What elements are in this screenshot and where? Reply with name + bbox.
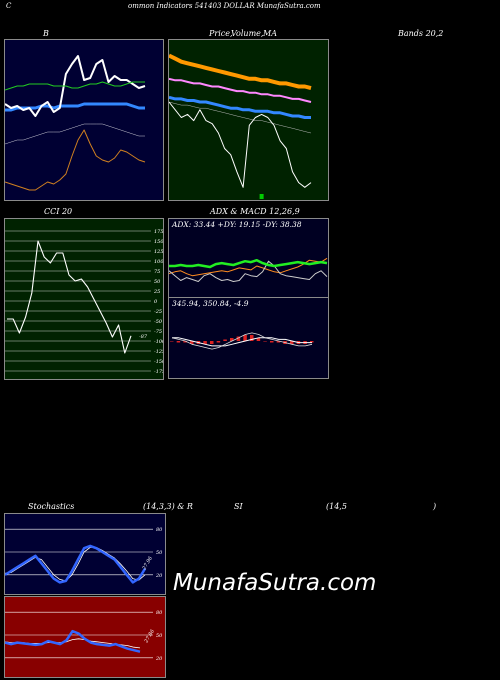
title-price: Price, (209, 29, 233, 38)
title-stoch-params: (14,3,3) & R (143, 502, 193, 511)
cci-tick-label: 25 (153, 289, 160, 295)
macd-chart (169, 298, 328, 378)
ma-line-blue (169, 95, 311, 119)
minus-di-line (169, 257, 328, 277)
rsi-tick-label: 20 (155, 656, 163, 662)
title-ma: MA (263, 29, 277, 38)
cci-tick-label: -150 (154, 359, 163, 365)
bands-chart (5, 40, 163, 200)
cci-tick-label: 175 (154, 229, 163, 235)
panel-background (169, 219, 328, 297)
adx-line (169, 258, 328, 269)
macd-histogram-bar (236, 336, 241, 341)
stoch-tick-label: 50 (156, 550, 163, 556)
stoch-tick-label: 80 (156, 527, 163, 533)
ma-line-pink (169, 77, 312, 103)
macd-histogram-bar (276, 341, 281, 343)
band-mid-line (5, 123, 145, 145)
panel-background (169, 298, 328, 378)
macd-histogram-bar (230, 338, 234, 341)
cci-tick-label: 75 (154, 269, 160, 275)
macd-readout: 345.94, 350.84, -4.9 (172, 299, 249, 308)
title-bands: Bands 20,2 (398, 29, 444, 38)
macd-histogram-bar (290, 341, 294, 344)
price-line (169, 101, 312, 188)
macd-histogram-bar (223, 339, 227, 341)
volume-bar (259, 194, 264, 199)
cci-tick-label: 100 (154, 259, 163, 265)
bands-panel (4, 39, 164, 201)
cci-chart: 175 150 125 100 75 50 25 0 -25 -50 -75 -100 -125 -150… (5, 219, 163, 379)
cci-tick-label: -125 (154, 349, 163, 355)
bands-price-line (5, 55, 146, 117)
cci-line (7, 240, 132, 354)
cci-tick-label: -50 (154, 319, 163, 325)
adx-chart (169, 219, 328, 297)
title-rsi-params: (14,5 (326, 502, 347, 511)
lower-band-line (5, 129, 146, 191)
header-title: ommon Indicators 541403 DOLLAR MunafaSut… (128, 2, 321, 10)
rsi-tick-label: 50 (156, 633, 163, 639)
adx-panel: ADX: 33.44 +DY: 19.15 -DY: 38.38 (168, 218, 329, 298)
cci-last-label: -87 (139, 334, 148, 340)
macd-histogram-bar (256, 338, 261, 341)
cci-tick-label: 150 (154, 239, 163, 245)
cci-tick-label: -100 (154, 339, 163, 345)
macd-line (171, 332, 313, 350)
macd-histogram-bar (183, 341, 187, 343)
title-b: B (43, 29, 49, 38)
macd-histogram-bar (203, 341, 207, 344)
cci-tick-label: -175 (154, 369, 163, 375)
macd-panel: 345.94, 350.84, -4.9 (168, 297, 329, 379)
title-volume: Volume, (231, 29, 264, 38)
panel-background (5, 40, 163, 200)
title-cci: CCI 20 (44, 207, 73, 216)
macd-histogram-bar (250, 335, 254, 341)
cci-tick-label: 125 (154, 249, 163, 255)
macd-histogram-bar (216, 341, 221, 343)
macd-histogram-bar (176, 341, 181, 343)
plus-di-line (169, 260, 328, 282)
cci-tick-label: 50 (154, 279, 161, 285)
macd-histogram-bar (310, 341, 314, 343)
macd-signal-line (172, 337, 312, 347)
title-rsi-close: ) (433, 502, 437, 511)
cci-panel: 175 150 125 100 75 50 25 0 -25 -50 -75 -100 -125 -150… (4, 218, 164, 380)
price-chart (169, 40, 328, 200)
macd-histogram-bar (190, 341, 194, 344)
stoch-tick-label: 20 (155, 573, 163, 579)
macd-histogram-bar (263, 341, 267, 342)
cci-tick-label: -75 (154, 329, 162, 335)
macd-histogram-bar (170, 341, 174, 342)
ma-line-orange (169, 53, 312, 91)
upper-band-line (5, 81, 145, 91)
rsi-tick-label: 80 (156, 610, 163, 616)
rsi-panel: 80 50 20 27.86 (4, 596, 166, 678)
macd-histogram-bar (243, 335, 247, 341)
ma-line-grey (169, 101, 312, 134)
stoch-d-line (5, 547, 146, 582)
adx-readout: ADX: 33.44 +DY: 19.15 -DY: 38.38 (172, 220, 302, 229)
macd-histogram-bar (270, 341, 274, 343)
price-panel (168, 39, 329, 201)
watermark: MunafaSutra.com (173, 570, 377, 596)
macd-histogram-bar (210, 341, 214, 344)
header-left: C (6, 2, 12, 10)
stoch-k-line (5, 544, 147, 584)
panel-background (5, 514, 165, 594)
title-rsi: SI (234, 502, 243, 511)
title-adx-macd: ADX & MACD 12,26,9 (210, 207, 300, 216)
cci-tick-label: -25 (154, 309, 162, 315)
rsi-line (5, 629, 141, 653)
stoch-panel: 80 50 20 27.96 (4, 513, 166, 595)
panel-background (5, 597, 165, 677)
cci-tick-label: 0 (154, 299, 158, 305)
title-stoch: Stochastics (28, 502, 75, 511)
panel-background (5, 219, 163, 379)
